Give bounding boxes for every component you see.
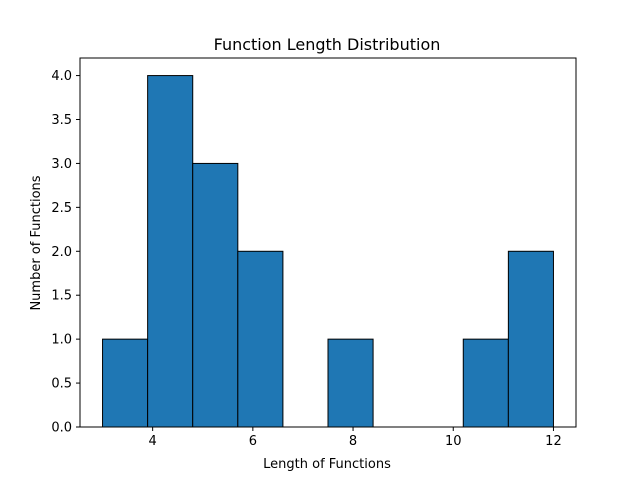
- chart-title: Function Length Distribution: [214, 35, 441, 54]
- y-axis-label: Number of Functions: [29, 175, 44, 310]
- histogram-bar: [192, 162, 239, 428]
- y-tick-label: 3.5: [51, 113, 72, 128]
- histogram-bar: [507, 250, 554, 428]
- axes-frame: [79, 57, 577, 428]
- y-tick-label: 1.5: [51, 289, 72, 304]
- histogram-bar: [462, 338, 509, 428]
- x-tick-label: 12: [545, 434, 562, 449]
- y-tick-label: 0.0: [51, 421, 72, 436]
- bars-group: [102, 75, 554, 428]
- y-tick-label: 2.0: [51, 245, 72, 260]
- y-tick-label: 3.0: [51, 157, 72, 172]
- x-tick-label: 8: [349, 434, 357, 449]
- x-tick-label: 10: [445, 434, 462, 449]
- histogram-bar: [147, 75, 194, 428]
- histogram-bar: [237, 250, 284, 428]
- histogram-bar: [327, 338, 374, 428]
- x-ticks-group: 4 6 8 10 12: [149, 427, 562, 449]
- y-tick-label: 2.5: [51, 201, 72, 216]
- x-axis-label: Length of Functions: [263, 457, 391, 472]
- histogram-bar: [102, 338, 149, 428]
- x-tick-label: 4: [149, 434, 157, 449]
- y-tick-label: 0.5: [51, 377, 72, 392]
- y-ticks-group: 0.0 0.5 1.0 1.5 2.0 2.5 3.0 3.5 4.0: [51, 69, 80, 436]
- x-tick-label: 6: [249, 434, 257, 449]
- y-tick-label: 1.0: [51, 333, 72, 348]
- y-tick-label: 4.0: [51, 69, 72, 84]
